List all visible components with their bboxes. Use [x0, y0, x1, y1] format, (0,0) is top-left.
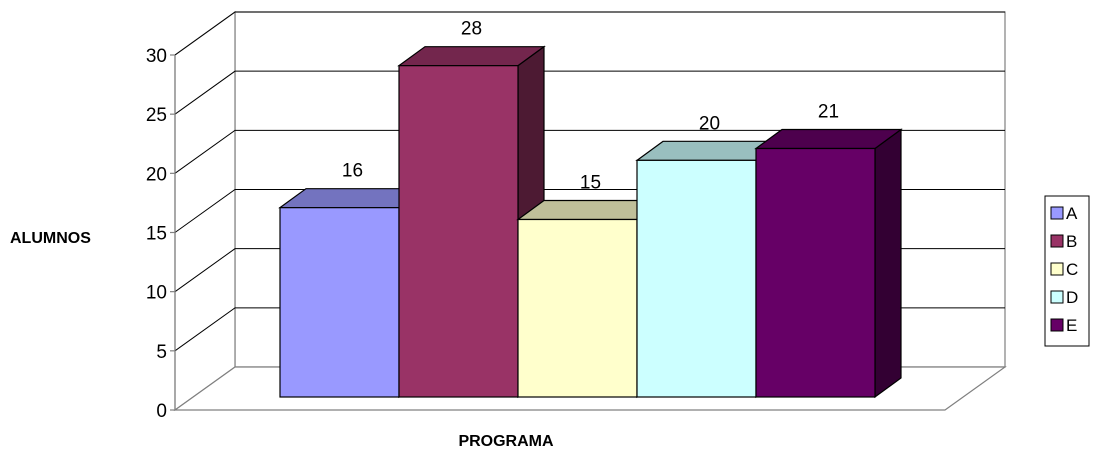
gridline [174, 70, 1005, 115]
y-tick-label: 5 [156, 342, 167, 363]
legend-entry: B [1066, 232, 1077, 251]
data-label: 15 [580, 173, 601, 194]
bar-top [397, 46, 546, 67]
data-label: 16 [342, 161, 363, 182]
y-axis-title: ALUMNOS [10, 230, 91, 247]
bar-side [874, 128, 902, 399]
bar-front [636, 159, 757, 398]
gridline [174, 11, 1005, 56]
data-label: 20 [699, 113, 720, 134]
bar-front [279, 207, 400, 398]
bar-top [754, 128, 903, 150]
data-labels: 16 28 15 20 21 [342, 19, 839, 194]
bars [278, 45, 903, 399]
y-tick-label: 15 [146, 224, 167, 245]
legend-swatch [1050, 206, 1064, 220]
data-label: 21 [818, 102, 839, 123]
gridline [174, 129, 1005, 174]
y-tick-label: 10 [146, 283, 167, 304]
x-axis-title: PROGRAMA [458, 433, 554, 450]
y-tick-label: 25 [146, 105, 167, 126]
y-tick-label: 30 [146, 46, 167, 67]
bar-E [754, 128, 903, 399]
bar-front [517, 218, 638, 398]
legend-entry: A [1066, 204, 1078, 223]
legend-swatch [1050, 290, 1064, 304]
legend-swatch [1050, 318, 1064, 332]
y-axis-ticks: 0 5 10 15 20 25 30 [146, 46, 176, 422]
data-label: 28 [461, 19, 482, 40]
bar-front [398, 65, 519, 398]
legend-swatch [1050, 234, 1064, 248]
legend-swatch [1050, 262, 1064, 276]
y-tick-label: 20 [146, 164, 167, 185]
legend-entry: D [1066, 288, 1078, 307]
legend-entry: E [1066, 316, 1077, 335]
y-tick-label: 0 [156, 401, 167, 422]
bar-front [755, 147, 876, 398]
legend-entry: C [1066, 260, 1078, 279]
